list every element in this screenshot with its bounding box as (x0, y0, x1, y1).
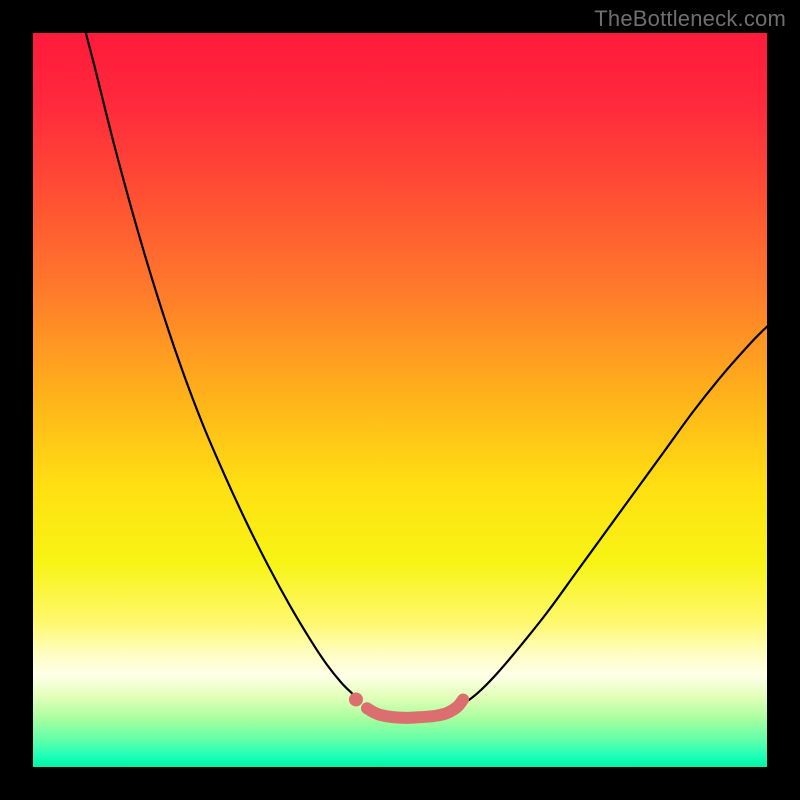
chart-outer-border (0, 0, 800, 800)
chart-plot-area (33, 33, 767, 767)
sweet-spot-marker-dot (349, 692, 363, 706)
bottleneck-chart-frame: TheBottleneck.com (0, 0, 800, 800)
watermark-text: TheBottleneck.com (594, 6, 786, 32)
chart-svg (33, 33, 767, 767)
gradient-background (33, 33, 767, 767)
